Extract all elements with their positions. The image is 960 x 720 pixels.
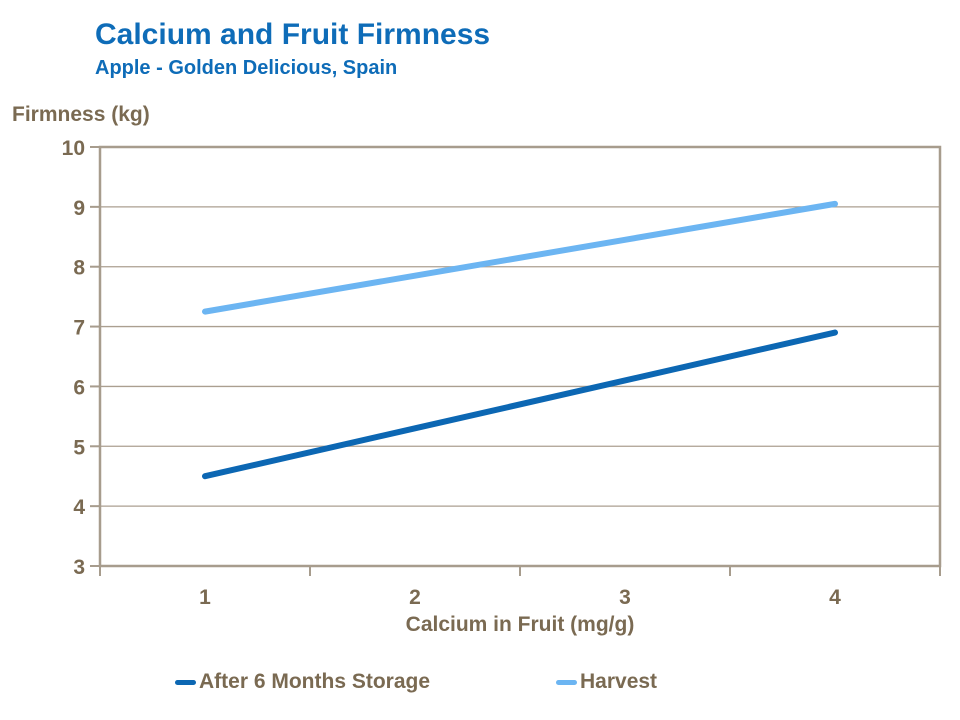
y-tick-label: 4	[73, 496, 85, 519]
y-tick-label: 10	[62, 137, 85, 160]
legend-item-harvest: Harvest	[556, 669, 657, 695]
legend-item-storage: After 6 Months Storage	[175, 669, 430, 695]
y-tick-label: 9	[73, 197, 85, 220]
legend-label-harvest: Harvest	[580, 670, 658, 693]
y-tick-label: 6	[73, 376, 85, 399]
y-tick-label: 3	[73, 556, 85, 579]
chart-legend: After 6 Months Storage Harvest	[0, 669, 960, 697]
x-tick-label: 1	[199, 586, 211, 609]
series-line-0	[202, 329, 838, 480]
harvest-series-line-swatch	[556, 679, 577, 685]
legend-label-storage: After 6 Months Storage	[199, 670, 431, 693]
y-axis-title: Firmness (kg)	[12, 103, 150, 126]
y-tick-label: 7	[73, 317, 85, 340]
chart-subtitle: Apple - Golden Delicious, Spain	[95, 57, 398, 79]
chart-title: Calcium and Fruit Firmness	[95, 18, 491, 51]
x-axis-title: Calcium in Fruit (mg/g)	[405, 613, 635, 636]
y-tick-label: 8	[73, 257, 85, 280]
x-tick-label: 4	[829, 586, 841, 609]
y-tick-label: 5	[73, 436, 85, 459]
x-tick-label: 2	[409, 586, 421, 609]
chart-header: Calcium and Fruit Firmness Apple - Golde…	[95, 18, 490, 80]
series-line-1	[202, 200, 838, 315]
x-tick-label: 3	[619, 586, 631, 609]
storage-series-line-swatch	[175, 679, 196, 685]
